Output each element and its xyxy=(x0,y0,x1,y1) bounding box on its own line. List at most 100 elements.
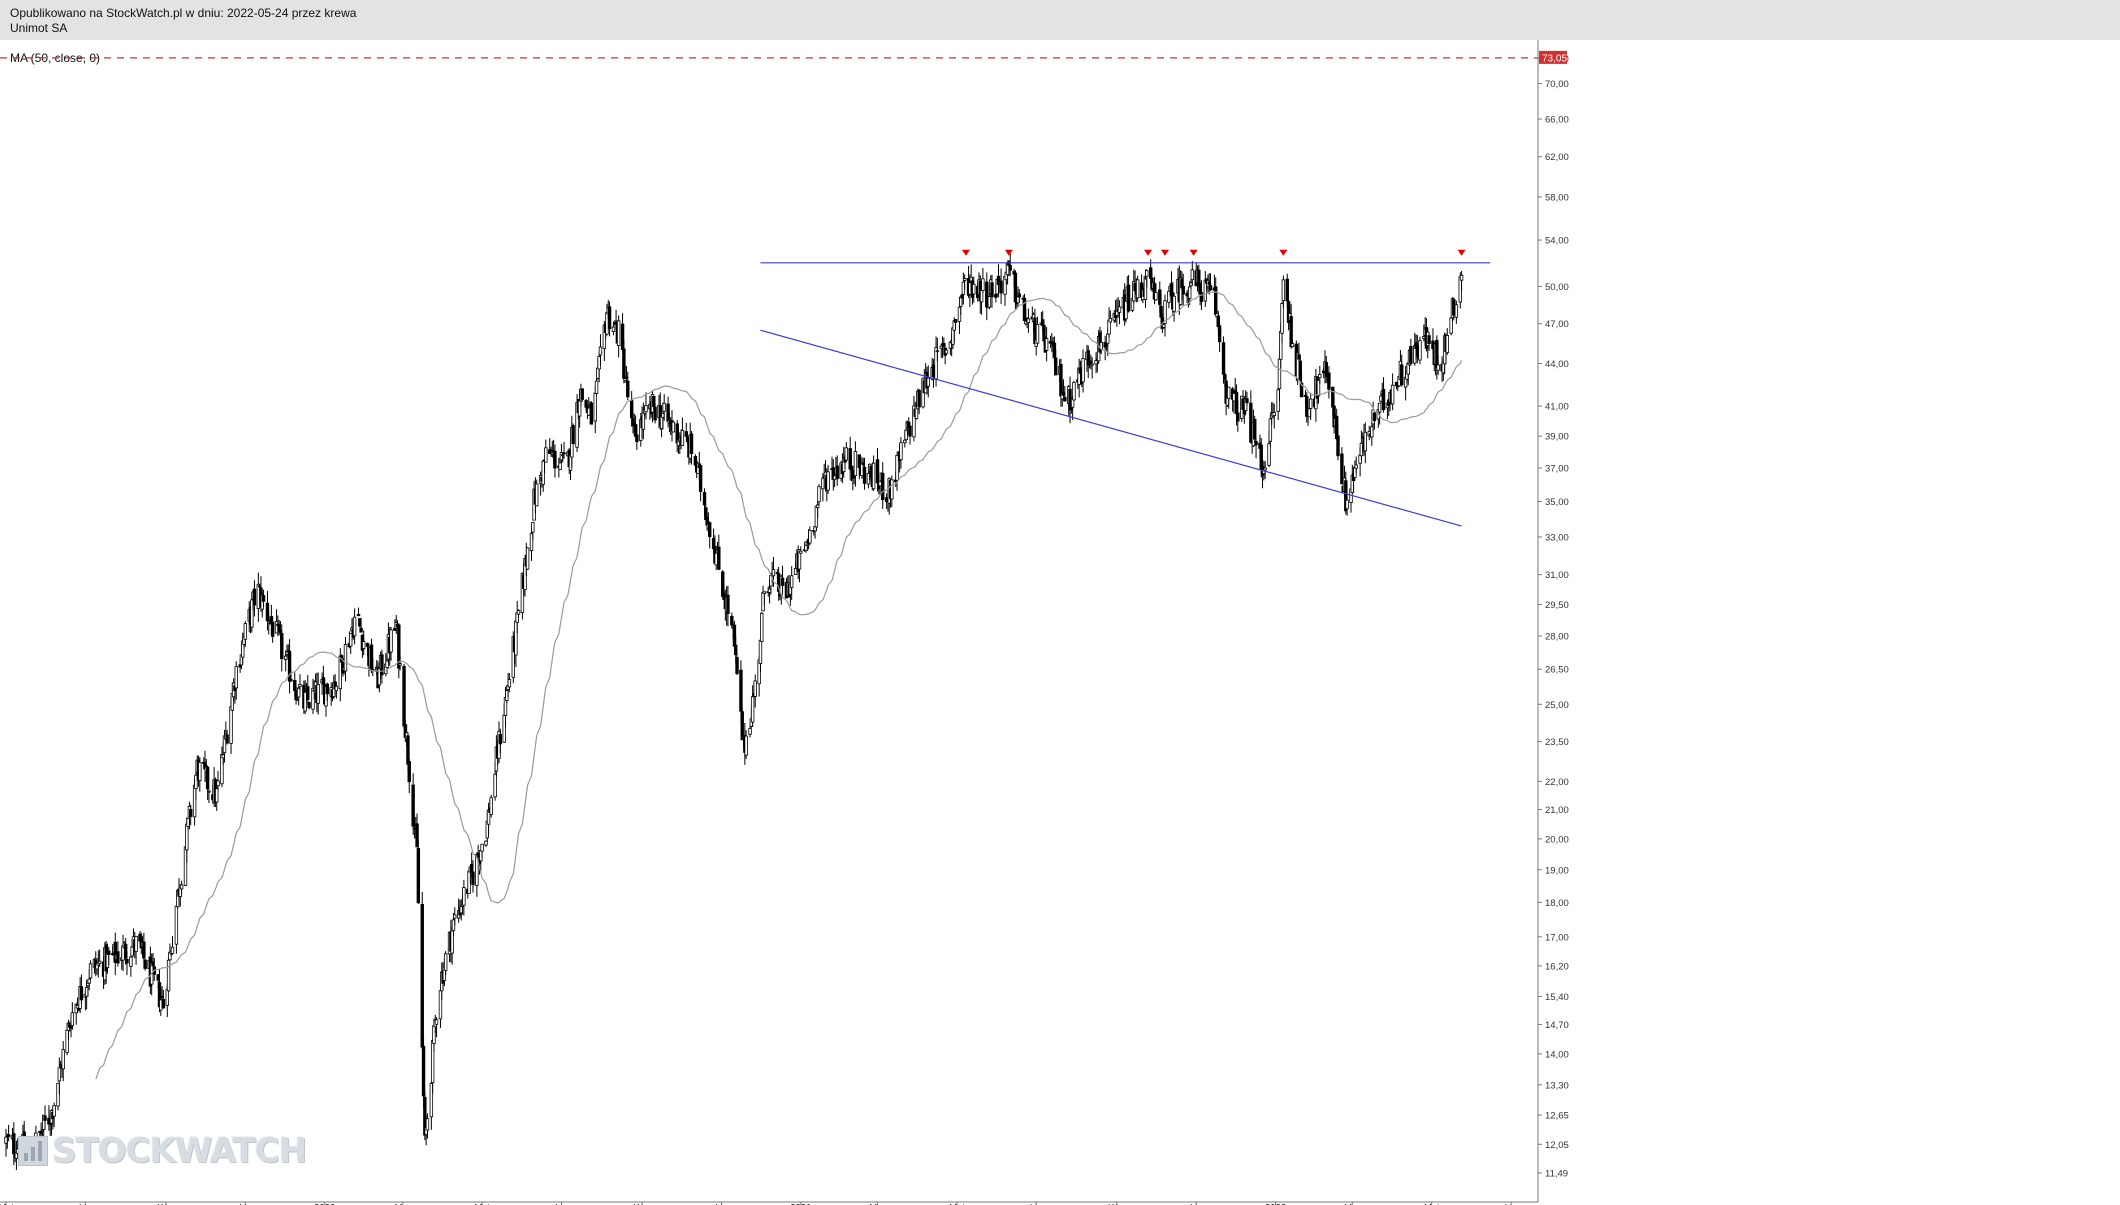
dashed-level-tag: 73,05 xyxy=(1539,50,1567,64)
candle-body xyxy=(626,380,630,398)
candle xyxy=(726,585,730,627)
candle-body xyxy=(179,884,184,890)
candle-body xyxy=(1041,319,1045,325)
watermark: STOCKWATCH xyxy=(18,1131,307,1171)
candle xyxy=(944,347,949,355)
moving-average-line xyxy=(95,291,1463,1080)
candle-body xyxy=(607,306,612,330)
candle-body xyxy=(1370,426,1374,438)
candle-body xyxy=(594,380,599,394)
candle-body xyxy=(890,479,894,500)
candle-body xyxy=(1236,412,1240,422)
candle xyxy=(1454,300,1459,324)
y-tick-label: 31,00 xyxy=(1545,570,1569,581)
peak-marker-icon xyxy=(961,249,970,256)
candle xyxy=(411,773,415,835)
y-tick-label: 54,00 xyxy=(1545,236,1569,247)
price-chart[interactable]: 76,0073,0070,0066,0062,0058,0054,0050,00… xyxy=(0,40,2120,1205)
candle-body xyxy=(758,639,763,664)
candle-body xyxy=(1299,382,1304,398)
candle-body xyxy=(750,696,755,723)
candle-body xyxy=(999,280,1003,294)
candle xyxy=(1026,308,1031,333)
candle-body xyxy=(1008,264,1012,271)
candle xyxy=(166,958,171,992)
candle-body xyxy=(1327,372,1331,390)
candle xyxy=(1427,333,1431,351)
candle-body xyxy=(1117,306,1122,313)
candle xyxy=(753,674,757,708)
candle-body xyxy=(453,914,457,919)
peak-marker-icon xyxy=(1279,249,1288,256)
candle-body xyxy=(853,451,858,477)
candle-body xyxy=(1254,441,1258,446)
candle xyxy=(844,442,849,462)
candle-body xyxy=(142,941,146,959)
candle-body xyxy=(871,462,876,490)
candle xyxy=(234,661,238,700)
x-tick-label: Mar xyxy=(395,1202,411,1205)
candle-body xyxy=(708,522,712,538)
candle xyxy=(917,388,921,415)
candle-body xyxy=(899,442,903,460)
candle-body xyxy=(220,754,224,785)
candle-body xyxy=(1017,293,1022,298)
candle xyxy=(671,421,675,433)
candle-body xyxy=(143,959,147,969)
peak-marker-icon xyxy=(1457,249,1466,256)
candle-body xyxy=(389,629,393,653)
candle xyxy=(1081,349,1085,393)
x-tick-label: Maj xyxy=(1424,1202,1439,1205)
candle-body xyxy=(652,396,656,408)
candle-body xyxy=(385,660,389,668)
candle xyxy=(225,729,229,745)
candle-body xyxy=(1272,412,1276,416)
candle-body xyxy=(598,346,603,356)
candle xyxy=(380,649,384,684)
candle xyxy=(817,484,821,506)
candle xyxy=(289,669,293,682)
candle-body xyxy=(702,492,707,506)
candle xyxy=(735,654,739,676)
candle-body xyxy=(280,633,284,660)
candle-body xyxy=(1281,279,1286,301)
candle xyxy=(1163,294,1167,337)
candle xyxy=(1135,275,1140,302)
candle xyxy=(799,546,803,554)
candle-body xyxy=(243,623,248,640)
candle-body xyxy=(953,318,958,323)
candle xyxy=(1145,269,1149,288)
candle xyxy=(88,960,93,980)
candle-body xyxy=(234,666,238,689)
candle-body xyxy=(493,773,497,798)
candle xyxy=(1227,386,1231,409)
candle-body xyxy=(558,462,562,470)
candle-body xyxy=(57,1067,62,1082)
candle xyxy=(635,424,639,451)
candle-body xyxy=(1427,335,1431,345)
candle-body xyxy=(207,790,211,793)
candle-body xyxy=(987,296,992,308)
candle xyxy=(616,315,621,358)
candle-body xyxy=(817,486,821,503)
y-tick-label: 12,05 xyxy=(1545,1140,1569,1151)
candle xyxy=(908,425,912,445)
candle-body xyxy=(429,1083,434,1118)
candle xyxy=(1272,403,1276,429)
candle-body xyxy=(616,320,621,346)
candle-body xyxy=(835,465,839,480)
candle-body xyxy=(593,392,597,422)
candle xyxy=(1217,323,1222,352)
candle-body xyxy=(1445,335,1449,354)
candle xyxy=(134,935,138,965)
candlestick-series xyxy=(4,253,1464,1170)
candle-body xyxy=(97,960,102,964)
watermark-logo-icon xyxy=(18,1136,48,1166)
candle xyxy=(480,843,484,859)
candle-body xyxy=(87,978,91,984)
candle xyxy=(1181,273,1185,307)
y-tick-label: 33,00 xyxy=(1545,532,1569,543)
candle xyxy=(912,396,916,442)
candle xyxy=(644,392,648,420)
candle-body xyxy=(1181,285,1185,295)
